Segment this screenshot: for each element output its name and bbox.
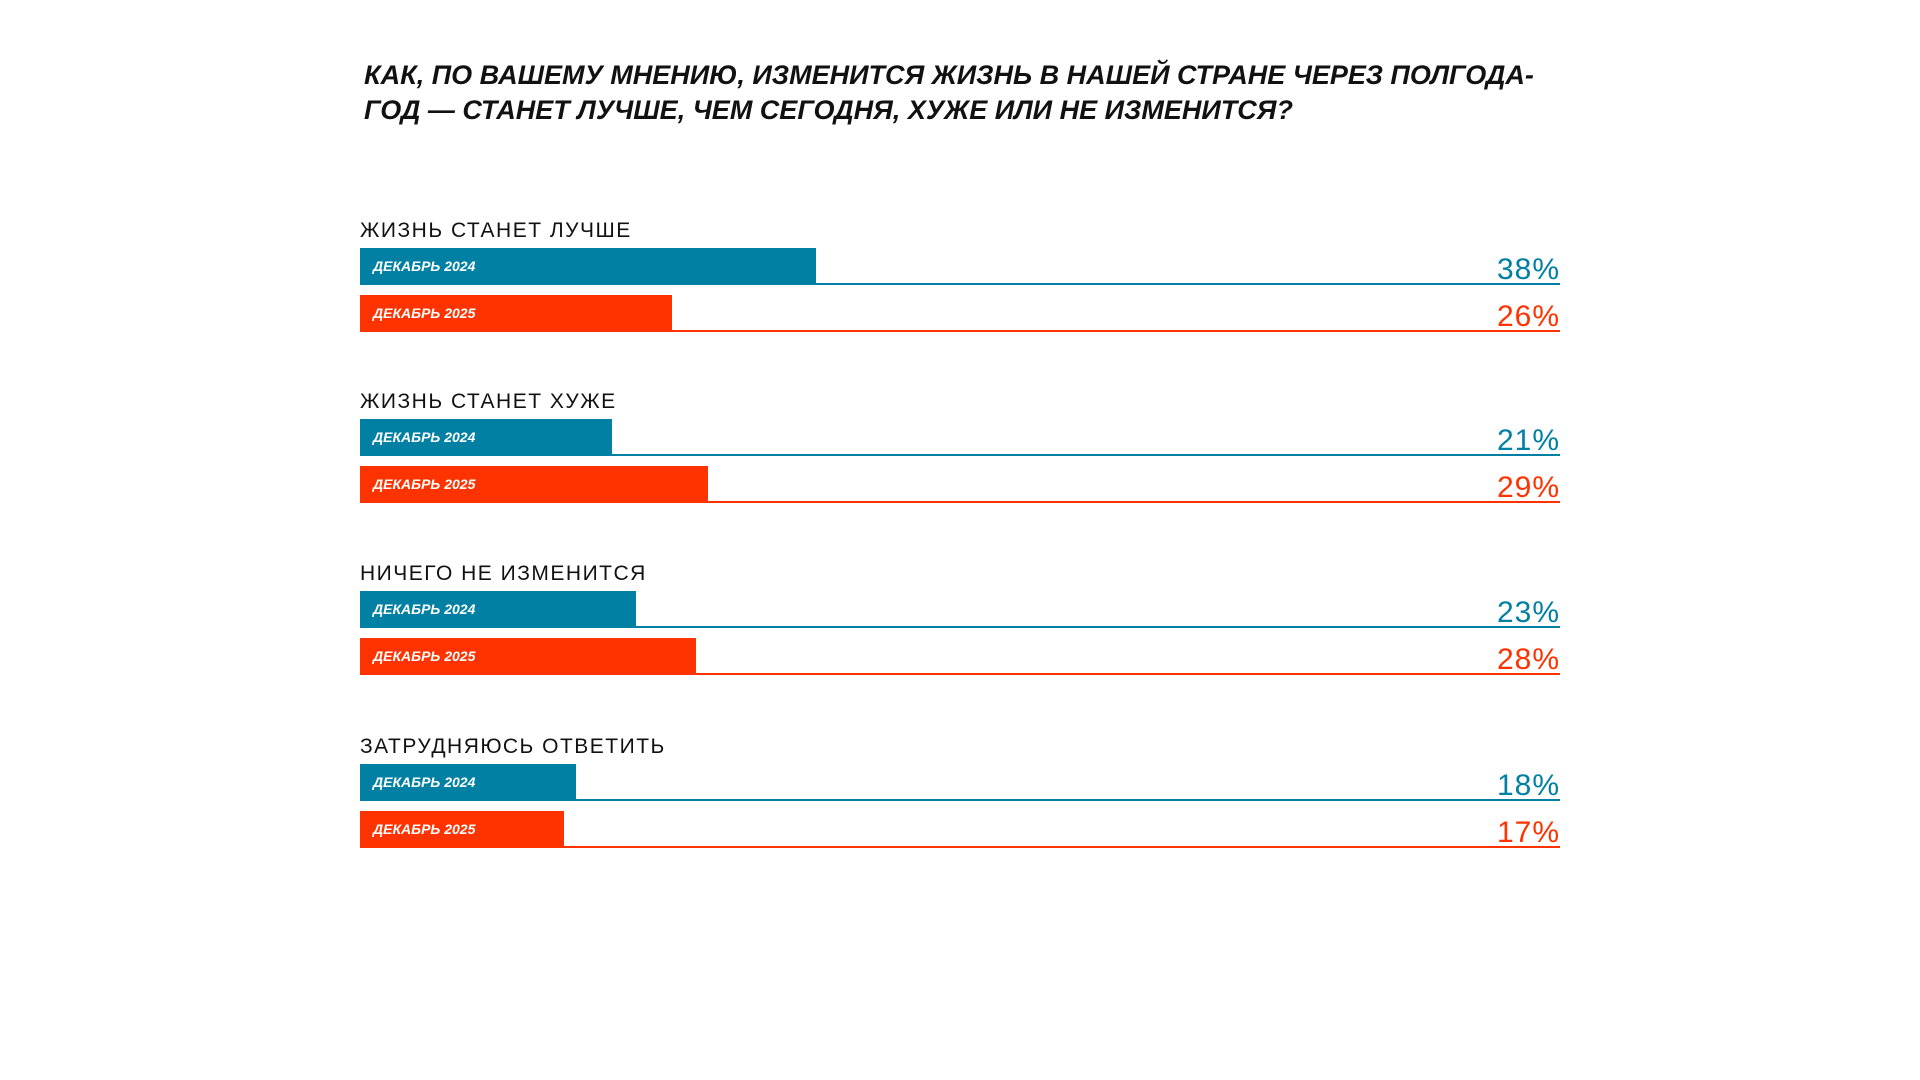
bar: ДЕКАБРЬ 2025 xyxy=(360,295,672,332)
series-label: ДЕКАБРЬ 2024 xyxy=(373,258,476,274)
baseline xyxy=(360,283,1560,285)
value-label: 18% xyxy=(1496,769,1560,802)
baseline xyxy=(360,330,1560,332)
series-label: ДЕКАБРЬ 2024 xyxy=(373,429,476,445)
category-group: ЗАТРУДНЯЮСЬ ОТВЕТИТЬ ДЕКАБРЬ 2024 18% ДЕКАБ… xyxy=(360,735,1560,889)
value-label: 17% xyxy=(1496,816,1560,849)
bar: ДЕКАБРЬ 2025 xyxy=(360,811,564,848)
series-label: ДЕКАБРЬ 2024 xyxy=(373,601,476,617)
bar-row: ДЕКАБРЬ 2024 23% xyxy=(360,591,1560,629)
baseline xyxy=(360,626,1560,628)
bar-row: ДЕКАБРЬ 2025 28% xyxy=(360,638,1560,676)
chart-title: КАК, ПО ВАШЕМУ МНЕНИЮ, ИЗМЕНИТСЯ ЖИЗНЬ В… xyxy=(364,60,1534,125)
bar-row: ДЕКАБРЬ 2025 26% xyxy=(360,295,1560,333)
bar-row: ДЕКАБРЬ 2024 18% xyxy=(360,764,1560,802)
series-label: ДЕКАБРЬ 2025 xyxy=(373,648,476,664)
baseline xyxy=(360,846,1560,848)
value-label: 38% xyxy=(1496,253,1560,286)
bar-row: ДЕКАБРЬ 2025 29% xyxy=(360,466,1560,504)
bar: ДЕКАБРЬ 2024 xyxy=(360,419,612,456)
value-label: 28% xyxy=(1496,643,1560,676)
value-label: 26% xyxy=(1496,300,1560,333)
value-label: 21% xyxy=(1496,424,1560,457)
baseline xyxy=(360,673,1560,675)
bar: ДЕКАБРЬ 2024 xyxy=(360,764,576,801)
category-label: НИЧЕГО НЕ ИЗМЕНИТСЯ xyxy=(360,562,647,585)
bar: ДЕКАБРЬ 2024 xyxy=(360,248,816,285)
value-label: 29% xyxy=(1496,471,1560,504)
category-label: ЖИЗНЬ СТАНЕТ ЛУЧШЕ xyxy=(360,219,632,242)
baseline xyxy=(360,501,1560,503)
series-label: ДЕКАБРЬ 2025 xyxy=(373,821,476,837)
bar-row: ДЕКАБРЬ 2024 21% xyxy=(360,419,1560,457)
baseline xyxy=(360,454,1560,456)
bar: ДЕКАБРЬ 2025 xyxy=(360,638,696,675)
baseline xyxy=(360,799,1560,801)
series-label: ДЕКАБРЬ 2025 xyxy=(373,476,476,492)
category-label: ЖИЗНЬ СТАНЕТ ХУЖЕ xyxy=(360,390,617,413)
bar: ДЕКАБРЬ 2024 xyxy=(360,591,636,628)
series-label: ДЕКАБРЬ 2025 xyxy=(373,305,476,321)
series-label: ДЕКАБРЬ 2024 xyxy=(373,774,476,790)
category-group: НИЧЕГО НЕ ИЗМЕНИТСЯ ДЕКАБРЬ 2024 23% ДЕКАБР… xyxy=(360,562,1560,716)
category-group: ЖИЗНЬ СТАНЕТ ЛУЧШЕ ДЕКАБРЬ 2024 38% ДЕКАБРЬ… xyxy=(360,219,1560,373)
bar-row: ДЕКАБРЬ 2025 17% xyxy=(360,811,1560,849)
category-group: ЖИЗНЬ СТАНЕТ ХУЖЕ ДЕКАБРЬ 2024 21% ДЕКАБРЬ … xyxy=(360,390,1560,544)
bar-row: ДЕКАБРЬ 2024 38% xyxy=(360,248,1560,286)
bar: ДЕКАБРЬ 2025 xyxy=(360,466,708,503)
category-label: ЗАТРУДНЯЮСЬ ОТВЕТИТЬ xyxy=(360,735,666,758)
value-label: 23% xyxy=(1496,596,1560,629)
